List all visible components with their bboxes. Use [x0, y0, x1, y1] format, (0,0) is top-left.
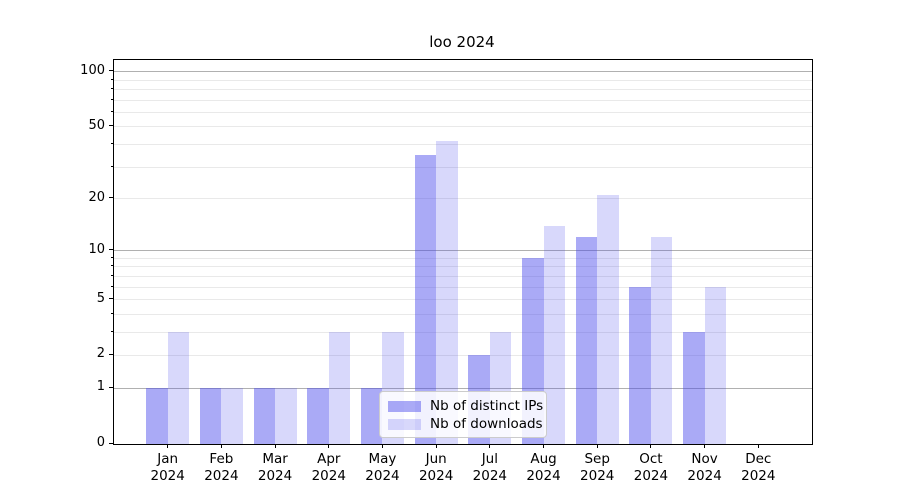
- y-tick-label: 1: [96, 379, 105, 395]
- gridline-major: [114, 71, 812, 73]
- x-tick-mark: [220, 444, 222, 448]
- bar-distinct-ips: [683, 332, 705, 444]
- x-tick-label: Mar 2024: [257, 451, 293, 484]
- gridline-minor: [114, 257, 812, 259]
- bar-distinct-ips: [629, 287, 651, 444]
- x-tick-mark: [489, 444, 491, 448]
- y-tick-label: 2: [96, 346, 105, 362]
- x-tick-label: Jan 2024: [150, 451, 185, 484]
- bar-distinct-ips: [414, 155, 437, 444]
- y-tick-mark: [109, 298, 113, 300]
- x-tick-label: Feb 2024: [204, 451, 239, 484]
- gridline-minor: [114, 126, 812, 128]
- y-tick-mark-minor: [111, 143, 113, 145]
- gridline-minor: [114, 99, 812, 101]
- y-tick-mark-minor: [111, 111, 113, 113]
- x-tick-mark: [435, 444, 437, 448]
- chart-title: loo 2024: [429, 33, 495, 51]
- plot-area: Nb of distinct IPs Nb of downloads: [113, 59, 813, 445]
- bar-distinct-ips: [253, 388, 276, 444]
- x-tick-mark: [543, 444, 545, 448]
- y-tick-mark: [109, 386, 113, 388]
- y-tick-label: 100: [80, 62, 105, 78]
- bar-downloads: [650, 237, 673, 444]
- legend-swatch-distinct-ips: [388, 400, 421, 412]
- gridline-minor: [114, 89, 812, 91]
- gridline-minor: [114, 313, 812, 315]
- y-tick-mark-minor: [111, 256, 113, 258]
- y-tick-mark: [109, 125, 113, 127]
- legend-item-downloads: Nb of downloads: [388, 416, 543, 432]
- legend-label-distinct-ips: Nb of distinct IPs: [430, 398, 544, 414]
- y-tick-mark: [109, 249, 113, 251]
- y-tick-label: 0: [96, 435, 105, 450]
- legend-label-downloads: Nb of downloads: [430, 416, 543, 432]
- gridline-minor: [114, 166, 812, 168]
- y-tick-mark-minor: [111, 330, 113, 332]
- x-tick-mark: [650, 444, 652, 448]
- bar-downloads: [328, 332, 351, 444]
- bar-distinct-ips: [199, 388, 222, 444]
- x-tick-label: Oct 2024: [633, 451, 669, 484]
- gridline-minor: [114, 198, 812, 199]
- y-tick-mark-minor: [111, 78, 113, 80]
- y-tick-mark-minor: [111, 274, 113, 276]
- y-tick-mark-minor: [111, 88, 113, 90]
- y-tick-mark-minor: [111, 265, 113, 267]
- x-tick-label: Jun 2024: [418, 451, 454, 484]
- x-tick-label: Jul 2024: [472, 451, 508, 484]
- bar-downloads: [167, 332, 190, 444]
- bar-downloads: [221, 388, 243, 444]
- y-tick-label: 5: [96, 290, 105, 306]
- gridline-minor: [114, 299, 812, 301]
- x-tick-mark: [596, 444, 598, 448]
- y-tick-mark: [109, 353, 113, 355]
- x-tick-label: Apr 2024: [311, 451, 346, 484]
- bar-downloads: [704, 287, 727, 444]
- x-tick-label: Nov 2024: [687, 451, 722, 484]
- y-tick-mark-minor: [111, 285, 113, 287]
- x-tick-mark: [381, 444, 383, 448]
- y-tick-mark: [109, 197, 113, 198]
- x-tick-label: May 2024: [365, 451, 400, 484]
- x-tick-label: Aug 2024: [526, 451, 561, 484]
- bar-downloads: [436, 140, 458, 444]
- bar-distinct-ips: [360, 388, 383, 444]
- x-tick-mark: [274, 444, 276, 448]
- y-tick-mark: [109, 70, 113, 72]
- gridline-minor: [114, 354, 812, 356]
- gridline-minor: [114, 286, 812, 288]
- bar-distinct-ips: [146, 388, 168, 444]
- bar-distinct-ips: [575, 237, 598, 444]
- y-tick-mark-minor: [111, 312, 113, 314]
- gridline-minor: [114, 266, 812, 268]
- legend-item-distinct-ips: Nb of distinct IPs: [388, 398, 543, 414]
- x-tick-mark: [328, 444, 330, 448]
- bar-downloads: [543, 225, 565, 444]
- x-tick-mark: [757, 444, 759, 448]
- x-tick-mark: [167, 444, 169, 448]
- legend: Nb of distinct IPs Nb of downloads: [379, 391, 547, 438]
- bar-distinct-ips: [307, 388, 329, 444]
- gridline-major: [114, 250, 812, 252]
- gridline-major: [114, 387, 812, 389]
- y-tick-mark: [109, 442, 113, 444]
- gridline-minor: [114, 112, 812, 114]
- y-tick-label: 20: [88, 189, 105, 205]
- y-tick-mark-minor: [111, 165, 113, 167]
- y-tick-mark-minor: [111, 98, 113, 100]
- gridline-minor: [114, 275, 812, 277]
- gridline-minor: [114, 331, 812, 333]
- y-tick-label: 10: [88, 241, 105, 257]
- y-tick-label: 50: [88, 117, 105, 133]
- x-tick-label: Sep 2024: [580, 451, 615, 484]
- bar-downloads: [597, 194, 619, 444]
- x-tick-label: Dec 2024: [741, 451, 776, 484]
- bar-downloads: [275, 388, 297, 444]
- gridline-minor: [114, 144, 812, 146]
- gridline-minor: [114, 79, 812, 81]
- legend-swatch-downloads: [388, 418, 421, 430]
- x-tick-mark: [704, 444, 706, 448]
